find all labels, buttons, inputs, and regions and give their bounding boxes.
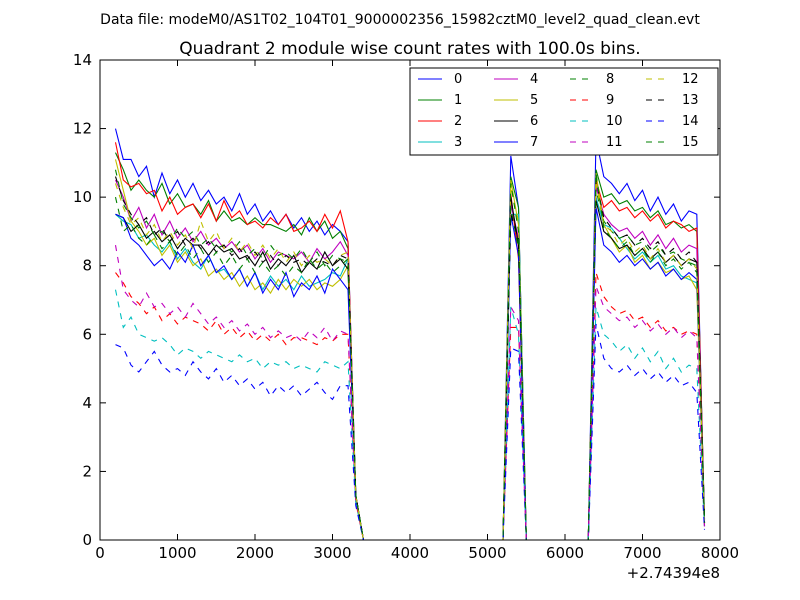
legend-label-9: 9	[606, 93, 614, 108]
x-tick-label: 6000	[546, 544, 584, 562]
x-offset-label: +2.74394e8	[627, 564, 720, 582]
legend-label-0: 0	[454, 72, 462, 87]
series-line-0	[114, 128, 706, 540]
legend-label-1: 1	[454, 93, 462, 108]
x-tick-label: 5000	[468, 544, 506, 562]
series-line-14	[115, 323, 706, 540]
legend-label-4: 4	[530, 72, 538, 87]
y-tick-label: 0	[82, 531, 92, 549]
x-tick-label: 2000	[236, 544, 274, 562]
series-line-6	[115, 197, 706, 540]
axis-ticks: 0 1000 2000 3000 4000 5000 6000 7000 80000246810…	[73, 51, 739, 562]
series-line-9	[115, 272, 706, 540]
y-tick-label: 14	[73, 51, 92, 69]
x-tick-label: 1000	[158, 544, 196, 562]
series-line-10	[114, 289, 706, 540]
x-tick-label: 3000	[313, 544, 351, 562]
series-line-7	[115, 207, 706, 540]
y-tick-label: 4	[82, 394, 92, 412]
x-tick-label: 0	[95, 544, 105, 562]
legend-label-7: 7	[530, 135, 538, 150]
series-line-15	[114, 173, 706, 540]
y-tick-label: 10	[73, 188, 92, 206]
legend-label-8: 8	[606, 72, 614, 87]
legend-label-11: 11	[606, 135, 623, 150]
y-tick-label: 6	[82, 325, 92, 343]
x-tick-label: 8000	[701, 544, 739, 562]
legend-label-6: 6	[530, 114, 538, 129]
x-tick-label: 7000	[623, 544, 661, 562]
y-tick-label: 8	[82, 257, 92, 275]
chart-title: Quadrant 2 module wise count rates with …	[179, 39, 640, 59]
series-line-8	[114, 169, 706, 540]
legend-label-3: 3	[454, 135, 462, 150]
legend-label-5: 5	[530, 93, 538, 108]
series-line-5	[114, 159, 706, 540]
legend-label-13: 13	[682, 93, 699, 108]
y-tick-label: 2	[82, 462, 92, 480]
series-line-2	[114, 142, 706, 540]
x-tick-label: 4000	[391, 544, 429, 562]
legend-label-15: 15	[682, 135, 699, 150]
legend-box	[409, 67, 719, 156]
y-tick-label: 12	[73, 120, 92, 138]
plot-area	[114, 128, 706, 540]
series-line-13	[114, 176, 706, 540]
legend-label-2: 2	[454, 114, 462, 129]
series-line-1	[114, 152, 706, 540]
legend-label-12: 12	[682, 72, 699, 87]
series-line-11	[114, 245, 706, 540]
legend-label-14: 14	[682, 114, 699, 129]
series-line-12	[114, 183, 706, 540]
legend-label-10: 10	[606, 114, 623, 129]
series-line-4	[114, 179, 706, 540]
suptitle: Data file: modeM0/AS1T02_104T01_90000023…	[100, 12, 700, 28]
